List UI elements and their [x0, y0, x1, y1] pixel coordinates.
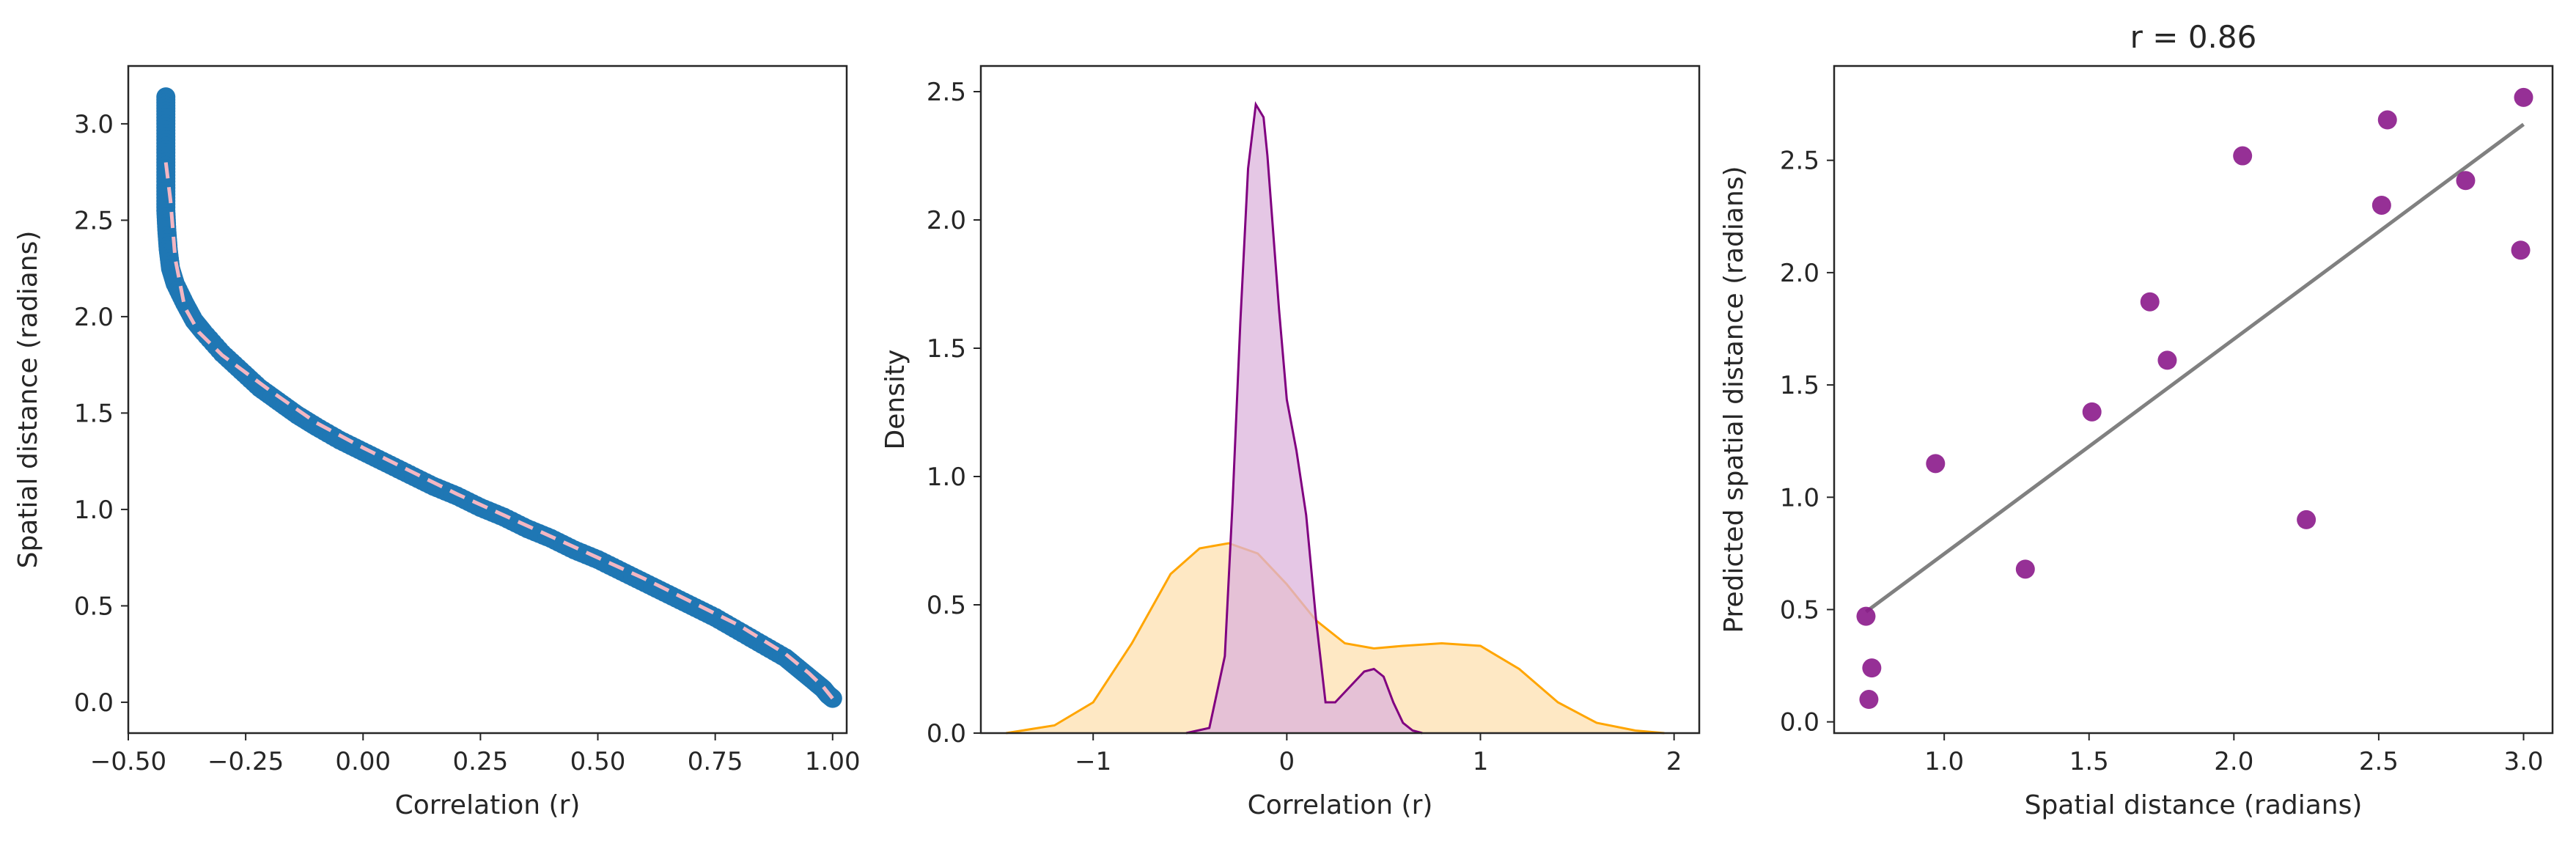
fit-line — [163, 162, 834, 700]
density-area — [1006, 543, 1665, 733]
y-tick-label: 0.5 — [1780, 595, 1819, 625]
y-axis-label: Density — [880, 350, 910, 450]
x-tick-label: 2.0 — [2214, 747, 2253, 776]
x-tick-label: 2.5 — [2359, 747, 2399, 776]
density-line — [1006, 542, 1665, 735]
y-tick-label: 3.0 — [74, 110, 114, 139]
y-tick-label: 2.5 — [74, 206, 114, 235]
data-point — [2140, 292, 2160, 312]
x-tick-label: 1.0 — [1924, 747, 1964, 776]
data-point — [2233, 146, 2253, 166]
data-point — [2157, 350, 2177, 370]
panel-density: −1 0 1 2 0.0 0.5 1.0 1.5 2.0 2.5 Correlation (r) De… — [880, 65, 1701, 820]
panel-predicted-vs-actual: 1.0 1.5 2.0 2.5 3.0 0.0 0.5 1.0 1.5 2.0 2.5 Spatial… — [1719, 19, 2554, 820]
y-tick-label: 1.0 — [1780, 483, 1819, 512]
y-tick-label: 2.5 — [1780, 147, 1819, 176]
x-tick-label: 3.0 — [2503, 747, 2543, 776]
density-line — [1185, 100, 1423, 735]
y-tick-label: 2.0 — [927, 206, 966, 235]
y-tick-label: 2.5 — [927, 78, 966, 107]
regression-line — [1864, 122, 2525, 614]
data-point — [1862, 658, 1882, 678]
y-tick-label: 0.5 — [927, 591, 966, 620]
plot-frame — [127, 65, 848, 735]
y-tick-label: 2.0 — [1780, 259, 1819, 288]
data-point — [2297, 510, 2316, 529]
plot-frame — [979, 65, 1701, 735]
data-point — [2377, 110, 2397, 130]
x-tick-label: −1 — [1075, 747, 1111, 776]
y-tick-label: 1.5 — [927, 334, 966, 364]
x-tick-label: 0.00 — [335, 747, 391, 776]
x-tick-label: 1.00 — [805, 747, 861, 776]
chart-title: r = 0.86 — [2130, 19, 2257, 55]
x-tick-label: 0.75 — [688, 747, 743, 776]
panel-correlation-vs-distance: −0.50 −0.25 0.00 0.25 0.50 0.75 1.00 0.0 0.5 1.0 1… — [13, 65, 861, 820]
x-tick-label: 0.50 — [570, 747, 626, 776]
y-tick-label: 1.5 — [74, 399, 114, 428]
data-point — [2456, 171, 2476, 191]
data-point — [1856, 606, 1876, 626]
y-axis-label: Predicted spatial distance (radians) — [1719, 166, 1749, 633]
x-axis-label: Spatial distance (radians) — [2025, 790, 2363, 820]
data-point — [1926, 454, 1946, 474]
x-tick-label: 1 — [1473, 747, 1489, 776]
y-tick-label: 0.0 — [74, 688, 114, 718]
y-tick-label: 1.0 — [927, 463, 966, 492]
x-tick-label: 1.5 — [2069, 747, 2109, 776]
y-tick-label: 1.5 — [1780, 371, 1819, 400]
y-tick-label: 2.0 — [74, 303, 114, 332]
x-tick-label: 0 — [1279, 747, 1295, 776]
x-tick-label: 2 — [1666, 747, 1682, 776]
x-axis-label: Correlation (r) — [395, 790, 581, 820]
data-point — [2511, 240, 2531, 260]
x-axis-label: Correlation (r) — [1248, 790, 1433, 820]
y-axis-label: Spatial distance (radians) — [13, 231, 43, 569]
x-tick-label: 0.25 — [453, 747, 509, 776]
density-area — [1186, 104, 1423, 733]
plot-frame — [1833, 65, 2554, 735]
y-tick-label: 0.0 — [1780, 708, 1819, 738]
y-tick-label: 0.0 — [927, 719, 966, 748]
x-tick-label: −0.50 — [90, 747, 166, 776]
y-tick-label: 1.0 — [74, 496, 114, 525]
x-tick-label: −0.25 — [207, 747, 284, 776]
data-point — [2082, 402, 2102, 422]
data-point — [1859, 690, 1879, 710]
data-point — [2514, 87, 2533, 107]
data-point — [2015, 559, 2035, 579]
data-point — [2371, 195, 2391, 215]
y-tick-label: 0.5 — [74, 592, 114, 621]
